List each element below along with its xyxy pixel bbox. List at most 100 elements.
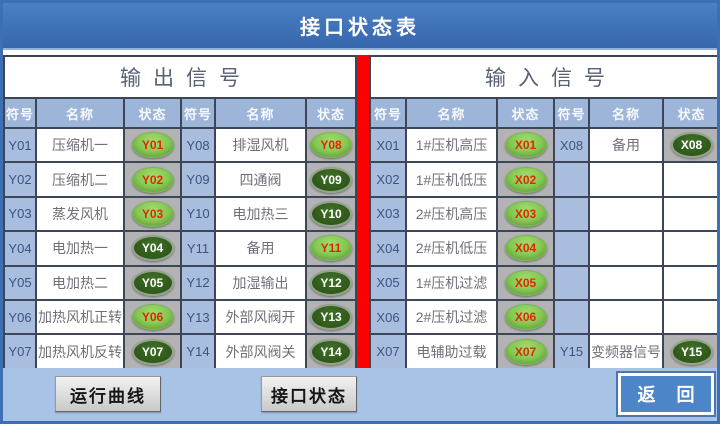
status-cell: X04 [498, 232, 555, 267]
name-cell: 电辅助过载 [407, 335, 498, 370]
status-lamp: X08 [670, 132, 713, 159]
col-header-symbol: 符号 [371, 99, 407, 129]
symbol-cell: X02 [371, 163, 407, 198]
status-lamp: Y10 [310, 200, 352, 227]
name-cell: 1#压机过滤 [407, 266, 498, 301]
col-header-status: 状态 [125, 99, 182, 129]
status-lamp: X06 [504, 304, 547, 331]
status-lamp: Y08 [310, 132, 352, 159]
symbol-cell: Y07 [5, 335, 37, 370]
name-cell: 电加热三 [216, 197, 307, 233]
status-lamp: Y13 [310, 304, 352, 331]
symbol-cell [555, 163, 590, 198]
status-cell: X03 [498, 197, 555, 233]
name-cell: 电加热一 [37, 232, 125, 267]
output-section-title: 输出信号 [5, 57, 357, 99]
symbol-cell [555, 266, 590, 301]
status-lamp: Y04 [131, 235, 174, 262]
col-header-name: 名称 [37, 99, 125, 129]
name-cell: 2#压机过滤 [407, 300, 498, 336]
name-cell: 压缩机二 [37, 163, 125, 198]
symbol-cell: Y15 [555, 335, 590, 370]
status-cell: Y07 [125, 335, 182, 370]
status-lamp: X03 [504, 200, 547, 227]
col-header-status: 状态 [498, 99, 555, 129]
symbol-cell: Y14 [182, 335, 216, 370]
return-button[interactable]: 返 回 [616, 371, 716, 417]
symbol-cell: Y11 [182, 232, 216, 267]
name-cell [590, 163, 664, 198]
name-cell: 排湿风机 [216, 129, 307, 164]
status-cell: Y11 [307, 232, 357, 267]
status-cell: X08 [664, 129, 717, 164]
status-lamp: X01 [504, 132, 547, 159]
status-cell: Y03 [125, 197, 182, 233]
name-cell: 加湿输出 [216, 266, 307, 301]
symbol-cell: Y10 [182, 197, 216, 233]
status-cell: Y04 [125, 232, 182, 267]
status-lamp: Y11 [310, 235, 352, 262]
status-lamp: Y06 [131, 304, 174, 331]
col-header-status: 状态 [307, 99, 357, 129]
name-cell: 外部风阀开 [216, 300, 307, 336]
name-cell [590, 266, 664, 301]
status-lamp: X02 [504, 166, 547, 193]
name-cell: 1#压机低压 [407, 163, 498, 198]
name-cell [590, 232, 664, 267]
status-lamp: Y07 [131, 338, 174, 365]
name-cell: 加热风机正转 [37, 300, 125, 336]
status-cell: Y02 [125, 163, 182, 198]
status-cell: Y10 [307, 197, 357, 233]
col-header-symbol: 符号 [5, 99, 37, 129]
status-cell [664, 232, 717, 267]
status-lamp: Y01 [131, 132, 174, 159]
status-lamp: Y12 [310, 269, 352, 296]
name-cell: 外部风阀关 [216, 335, 307, 370]
status-cell: Y15 [664, 335, 717, 370]
name-cell: 加热风机反转 [37, 335, 125, 370]
status-cell [664, 163, 717, 198]
name-cell: 四通阀 [216, 163, 307, 198]
interface-status-button[interactable]: 接口状态 [261, 376, 357, 412]
status-cell: Y01 [125, 129, 182, 164]
status-cell: X02 [498, 163, 555, 198]
symbol-cell [555, 300, 590, 336]
status-cell: X07 [498, 335, 555, 370]
name-cell: 1#压机高压 [407, 129, 498, 164]
symbol-cell: Y05 [5, 266, 37, 301]
status-lamp: Y03 [131, 200, 174, 227]
col-header-symbol: 符号 [182, 99, 216, 129]
symbol-cell [555, 232, 590, 267]
symbol-cell: Y13 [182, 300, 216, 336]
symbol-cell: Y03 [5, 197, 37, 233]
symbol-cell: X01 [371, 129, 407, 164]
status-lamp: X07 [504, 338, 547, 365]
status-cell: Y14 [307, 335, 357, 370]
name-cell [590, 197, 664, 233]
col-header-name: 名称 [216, 99, 307, 129]
status-cell: X01 [498, 129, 555, 164]
name-cell [590, 300, 664, 336]
status-lamp: Y09 [310, 166, 352, 193]
status-cell [664, 197, 717, 233]
page-title: 接口状态表 [300, 17, 420, 39]
name-cell: 2#压机低压 [407, 232, 498, 267]
status-cell: Y05 [125, 266, 182, 301]
symbol-cell: Y06 [5, 300, 37, 336]
col-header-name: 名称 [407, 99, 498, 129]
output-signal-table: 输出信号 符号 名称 状态 符号 名称 状态 Y01 压缩机一 Y01 Y08 … [3, 55, 357, 370]
status-cell [664, 300, 717, 336]
footer-bar: 运行曲线 接口状态 返 回 [3, 368, 717, 421]
name-cell: 备用 [590, 129, 664, 164]
run-curve-button[interactable]: 运行曲线 [55, 376, 161, 412]
name-cell: 备用 [216, 232, 307, 267]
title-bar: 接口状态表 [3, 3, 717, 50]
name-cell: 变频器信号 [590, 335, 664, 370]
input-signal-table: 输入信号 符号 名称 状态 符号 名称 状态 X01 1#压机高压 X01 X0… [369, 55, 717, 370]
status-lamp: Y15 [670, 338, 713, 365]
symbol-cell [555, 197, 590, 233]
symbol-cell: X07 [371, 335, 407, 370]
name-cell: 电加热二 [37, 266, 125, 301]
section-divider [357, 55, 369, 368]
